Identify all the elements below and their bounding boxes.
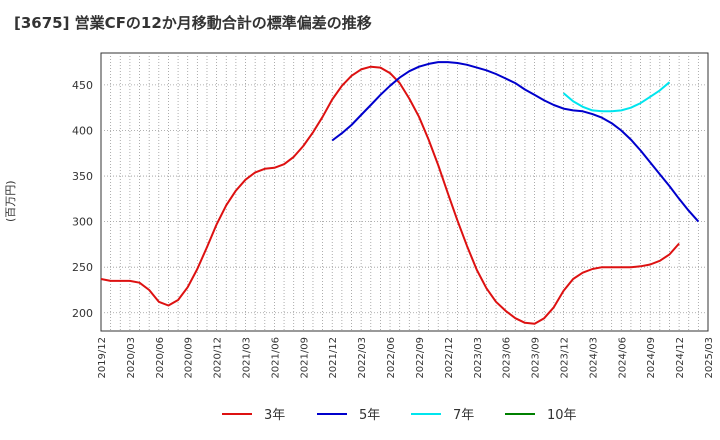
x-tick-label: 2022/09 bbox=[415, 337, 426, 379]
x-tick-label: 2024/06 bbox=[617, 337, 628, 379]
x-tick-label: 2021/06 bbox=[270, 337, 281, 379]
y-tick-label: 250 bbox=[72, 261, 93, 274]
legend-label: 3年 bbox=[264, 408, 285, 423]
x-tick-label: 2020/12 bbox=[213, 337, 224, 379]
x-tick-label: 2023/12 bbox=[559, 337, 570, 379]
y-tick-label: 450 bbox=[72, 79, 93, 92]
series-lines bbox=[100, 61, 700, 325]
x-tick-label: 2020/03 bbox=[126, 337, 137, 379]
x-tick-label: 2021/09 bbox=[299, 337, 310, 379]
x-tick-label: 2020/06 bbox=[155, 337, 166, 379]
series-line bbox=[331, 61, 700, 223]
y-tick-labels: 200 250 300 350 400 450 bbox=[72, 79, 93, 320]
x-tick-label: 2023/09 bbox=[531, 337, 542, 379]
x-tick-label: 2022/06 bbox=[386, 337, 397, 379]
x-tick-label: 2022/12 bbox=[444, 337, 455, 379]
legend-label: 5年 bbox=[359, 408, 380, 423]
x-tick-label: 2024/12 bbox=[675, 337, 686, 379]
grid-lines bbox=[101, 53, 708, 331]
y-tick-label: 400 bbox=[72, 124, 93, 137]
x-tick-labels: 2019/12 2020/03 2020/06 2020/09 2020/12 2021/… bbox=[97, 337, 715, 379]
x-tick-label: 2025/03 bbox=[704, 337, 715, 379]
legend-label: 7年 bbox=[453, 408, 474, 423]
y-tick-label: 350 bbox=[72, 170, 93, 183]
x-tick-label: 2024/09 bbox=[646, 337, 657, 379]
x-tick-label: 2023/06 bbox=[502, 337, 513, 379]
y-tick-label: 300 bbox=[72, 216, 93, 229]
x-tick-label: 2021/12 bbox=[328, 337, 339, 379]
plot-area bbox=[100, 52, 709, 332]
chart-title: [3675] 営業CFの12か月移動合計の標準偏差の推移 bbox=[14, 14, 372, 32]
x-tick-label: 2019/12 bbox=[97, 337, 108, 379]
y-tick-label: 200 bbox=[72, 307, 93, 320]
x-tick-label: 2022/03 bbox=[357, 337, 368, 379]
series-line bbox=[562, 81, 671, 113]
x-tick-label: 2020/09 bbox=[184, 337, 195, 379]
x-tick-label: 2024/03 bbox=[588, 337, 599, 379]
legend: 3年 5年 7年 10年 bbox=[222, 408, 577, 423]
series-line bbox=[100, 65, 680, 325]
legend-label: 10年 bbox=[547, 408, 577, 423]
x-tick-label: 2021/03 bbox=[242, 337, 253, 379]
x-tick-label: 2023/03 bbox=[473, 337, 484, 379]
